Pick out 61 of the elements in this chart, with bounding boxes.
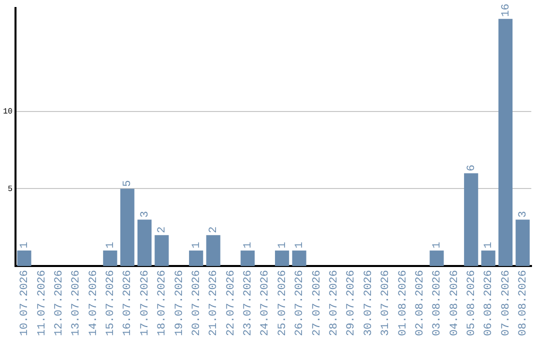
x-tick-label: 08.08.2026	[518, 270, 530, 336]
x-tick-label: 05.08.2026	[466, 270, 478, 336]
x-tick-label: 23.07.2026	[242, 270, 255, 336]
x-tick-label: 26.07.2026	[294, 270, 306, 336]
bar	[292, 250, 306, 266]
x-tick-label: 28.07.2026	[328, 270, 340, 336]
data-label: 1	[190, 242, 203, 249]
data-label: 1	[276, 242, 289, 249]
data-label: 2	[208, 226, 220, 234]
bar	[154, 235, 169, 266]
x-tick-label: 07.08.2026	[500, 270, 512, 336]
y-tick-label: 10	[2, 108, 13, 117]
bar	[189, 250, 204, 266]
x-tick-label: 17.07.2026	[139, 270, 152, 336]
x-tick-label: 01.08.2026	[397, 270, 410, 336]
bar	[464, 173, 478, 266]
data-label: 1	[294, 242, 306, 249]
x-tick-label: 31.07.2026	[380, 270, 392, 336]
x-tick-label: 12.07.2026	[53, 270, 66, 336]
bar	[498, 18, 513, 266]
data-label: 3	[139, 211, 152, 218]
x-tick-label: 30.07.2026	[362, 270, 375, 336]
x-tick-label: 10.07.2026	[19, 270, 32, 336]
x-tick-label: 27.07.2026	[311, 270, 324, 336]
x-tick-label: 22.07.2026	[225, 270, 238, 336]
data-label: 1	[483, 242, 496, 249]
x-tick-label: 02.08.2026	[414, 270, 426, 336]
bar	[516, 220, 530, 266]
x-tick-label: 19.07.2026	[174, 270, 186, 336]
bar	[120, 188, 134, 266]
bar	[137, 220, 152, 266]
x-tick-label: 16.07.2026	[122, 270, 134, 336]
x-tick-label: 13.07.2026	[70, 270, 83, 336]
data-label: 1	[105, 242, 118, 249]
bar	[430, 250, 444, 266]
data-label: 16	[500, 4, 512, 17]
data-label: 1	[242, 242, 255, 249]
data-label: 6	[466, 164, 478, 172]
x-tick-label: 04.08.2026	[448, 270, 461, 336]
x-tick-label: 20.07.2026	[190, 270, 203, 336]
x-tick-label: 25.07.2026	[276, 270, 289, 336]
bar	[274, 250, 290, 266]
x-tick-label: 06.08.2026	[483, 270, 496, 336]
x-tick-label: 15.07.2026	[105, 270, 118, 336]
data-label: 1	[19, 242, 32, 249]
x-tick-label: 21.07.2026	[208, 270, 220, 336]
x-tick-label: 03.08.2026	[432, 270, 444, 336]
bar	[206, 235, 220, 266]
x-tick-label: 29.07.2026	[346, 270, 358, 336]
x-tick-label: 18.07.2026	[156, 270, 169, 336]
x-tick-label: 24.07.2026	[260, 270, 272, 336]
x-tick-label: 11.07.2026	[36, 270, 48, 336]
data-label: 1	[432, 242, 444, 249]
bar	[103, 250, 118, 266]
bar	[240, 250, 255, 266]
bar	[17, 250, 32, 266]
data-label: 2	[156, 226, 169, 234]
data-label: 5	[122, 180, 134, 187]
data-label: 3	[518, 211, 530, 218]
bar	[481, 250, 496, 266]
x-tick-label: 14.07.2026	[88, 270, 100, 336]
